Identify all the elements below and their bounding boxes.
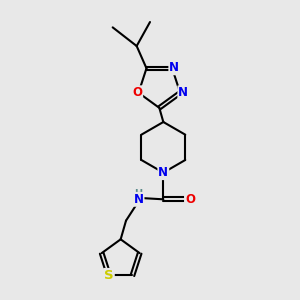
Text: H: H bbox=[134, 189, 142, 199]
Text: O: O bbox=[185, 193, 195, 206]
Text: N: N bbox=[134, 193, 143, 206]
Text: N: N bbox=[169, 61, 179, 74]
Text: O: O bbox=[132, 86, 142, 99]
Text: N: N bbox=[158, 166, 168, 179]
Text: N: N bbox=[178, 86, 188, 99]
Text: S: S bbox=[104, 269, 114, 282]
